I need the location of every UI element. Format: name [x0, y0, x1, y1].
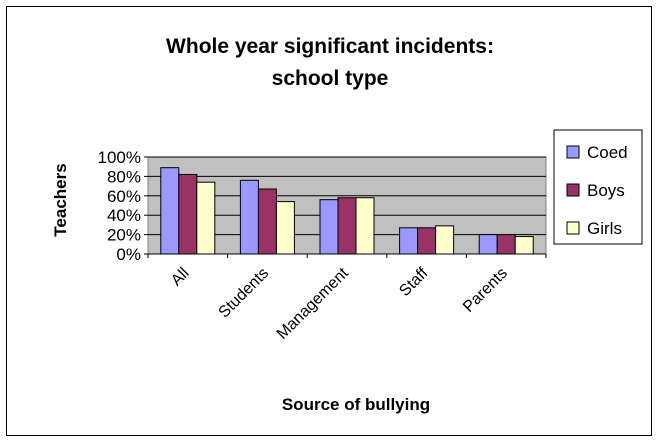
bar-boys-students — [257, 188, 277, 255]
bar-coed-staff — [399, 227, 419, 255]
bar-boys-management — [337, 197, 357, 255]
chart-title-line1: Whole year significant incidents: — [166, 35, 494, 58]
y-tick-label: 100% — [98, 148, 141, 167]
x-tick-label-parents: Parents — [460, 265, 511, 316]
bar-girls-management — [355, 197, 375, 255]
legend-label-girls: Girls — [587, 219, 622, 238]
chart-title-line2: school type — [272, 67, 389, 90]
y-tick-label: 60% — [107, 187, 141, 206]
legend-label-coed: Coed — [587, 143, 628, 162]
bar-boys-all — [178, 173, 198, 255]
bar-coed-all — [160, 167, 180, 255]
y-tick-labels: 0%20%40%60%80%100% — [98, 148, 141, 264]
bar-coed-parents — [478, 234, 498, 255]
x-tick-label-management: Management — [274, 264, 352, 342]
bar-boys-parents — [496, 234, 516, 255]
legend-swatch-boys — [566, 183, 580, 197]
legend-label-boys: Boys — [587, 181, 625, 200]
x-tick-labels: All Students Management Staff Parents — [168, 264, 511, 342]
x-tick-label-students: Students — [216, 265, 273, 322]
legend-swatch-coed — [566, 145, 580, 159]
x-tick-label-staff: Staff — [396, 264, 431, 299]
bar-coed-management — [319, 199, 339, 255]
legend-swatch-girls — [566, 221, 580, 235]
bar-coed-students — [239, 179, 259, 255]
legend: Coed Boys Girls — [553, 129, 643, 245]
y-axis-label: Teachers — [51, 163, 70, 236]
y-tick-label: 0% — [116, 245, 141, 264]
bar-girls-staff — [435, 225, 455, 255]
x-axis-label: Source of bullying — [282, 395, 430, 414]
bar-girls-students — [275, 201, 295, 255]
bars — [147, 167, 547, 258]
bar-girls-parents — [514, 236, 534, 255]
y-tick-label: 20% — [107, 226, 141, 245]
bar-girls-all — [196, 181, 216, 255]
bar-boys-staff — [417, 227, 437, 255]
y-tick-label: 80% — [107, 167, 141, 186]
x-tick-label-all: All — [168, 265, 193, 290]
y-tick-label: 40% — [107, 206, 141, 225]
